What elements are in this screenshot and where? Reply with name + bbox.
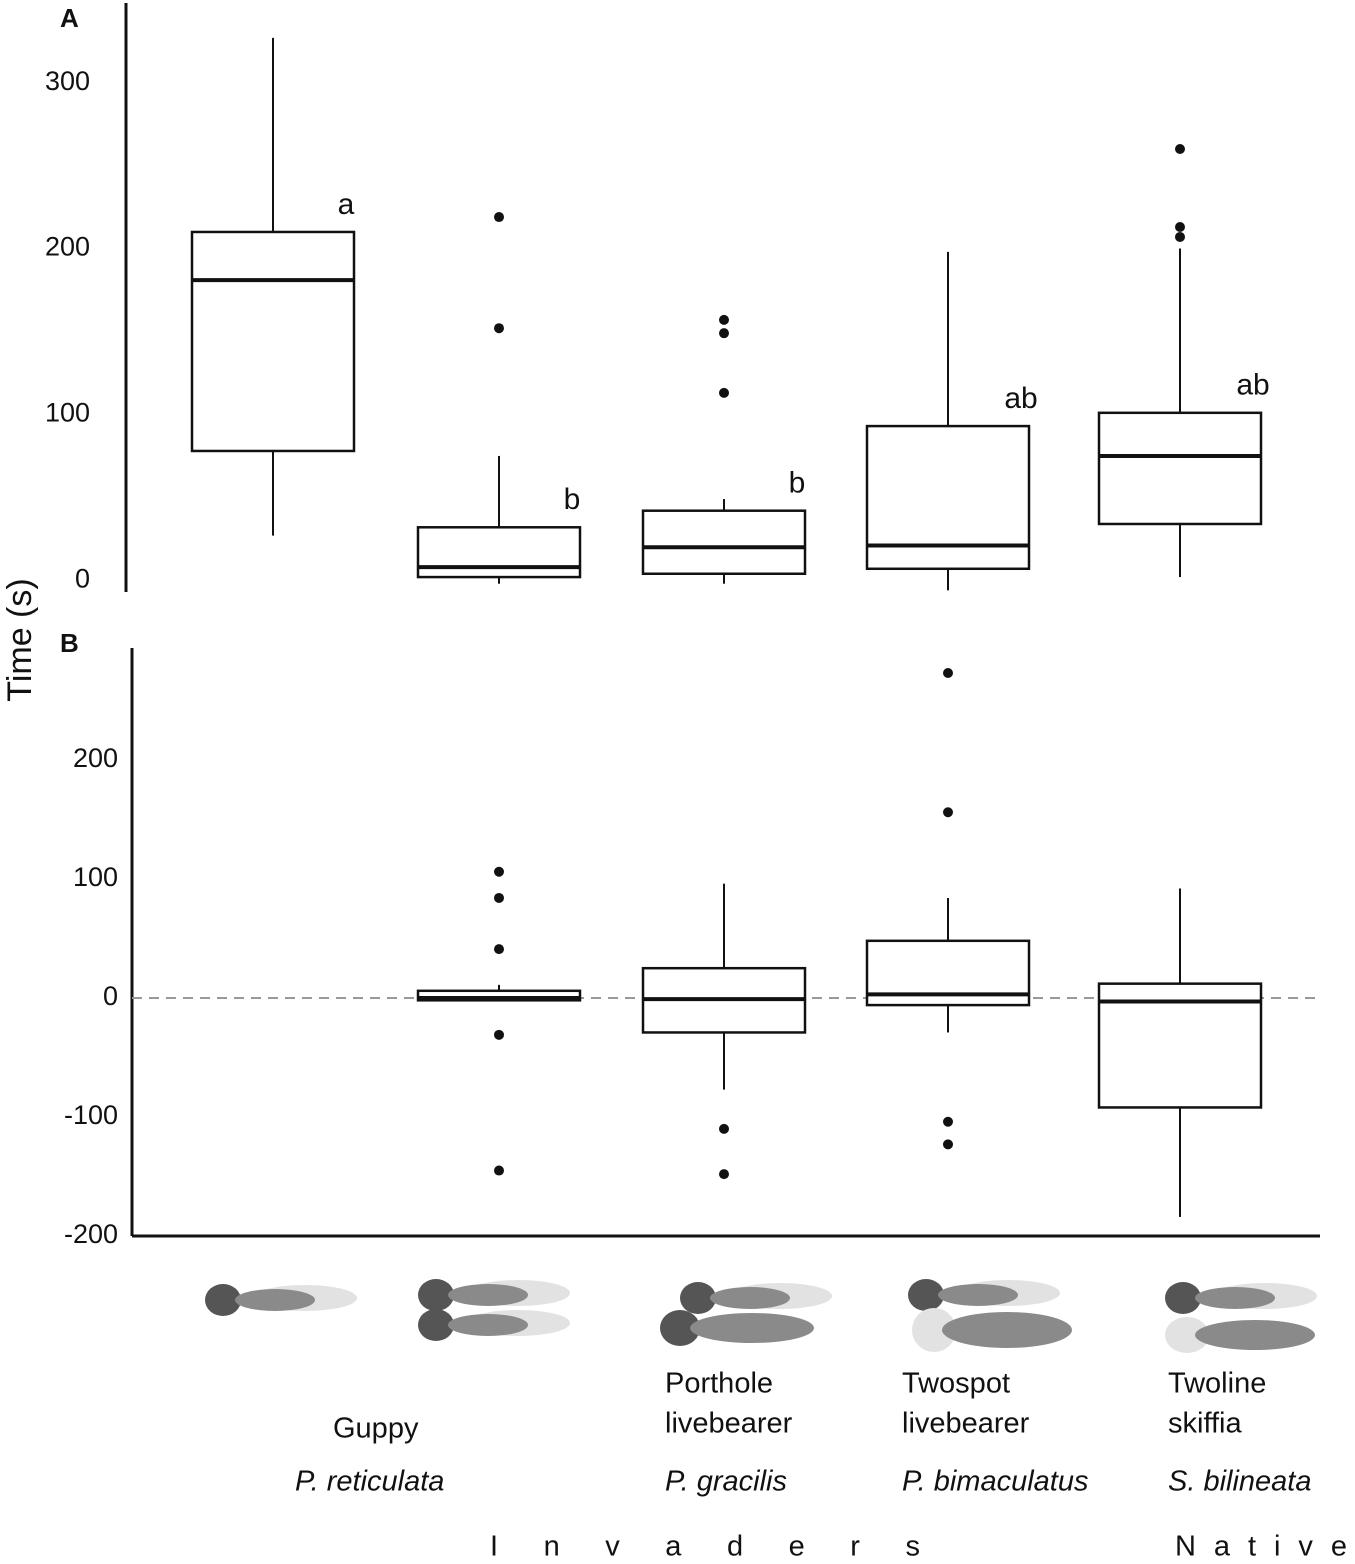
outlier xyxy=(719,328,729,339)
outlier xyxy=(1175,221,1185,232)
outlier xyxy=(1175,144,1185,155)
significance-letter: a xyxy=(338,188,355,221)
outlier xyxy=(943,667,953,678)
category-label: livebearer xyxy=(665,1408,793,1440)
group-label: Native xyxy=(1175,1531,1347,1563)
significance-letter: ab xyxy=(1004,382,1037,415)
outlier xyxy=(719,314,729,325)
outlier xyxy=(943,807,953,818)
y-tick-label: 0 xyxy=(103,981,118,1011)
box xyxy=(1097,982,1263,1109)
species-label: P. gracilis xyxy=(665,1466,787,1498)
significance-letter: b xyxy=(564,483,581,516)
category-label: Guppy xyxy=(333,1413,419,1445)
outlier xyxy=(719,1123,729,1134)
box xyxy=(641,509,807,575)
y-tick-label: -200 xyxy=(64,1219,118,1249)
y-tick-label: 200 xyxy=(45,232,90,262)
species-label: P. reticulata xyxy=(295,1466,444,1498)
significance-letter: b xyxy=(789,467,806,500)
category-label: Twospot xyxy=(902,1368,1010,1400)
outlier xyxy=(719,1169,729,1180)
category-label: livebearer xyxy=(902,1408,1030,1440)
panel-label: A xyxy=(60,3,79,33)
box xyxy=(416,989,582,1002)
outlier xyxy=(494,1165,504,1176)
y-tick-label: 300 xyxy=(45,66,90,96)
outlier xyxy=(494,323,504,334)
y-tick-label: 100 xyxy=(45,398,90,428)
outlier xyxy=(494,866,504,877)
box xyxy=(1097,411,1263,526)
outlier xyxy=(494,1029,504,1040)
category-label: Porthole xyxy=(665,1368,773,1400)
species-label: S. bilineata xyxy=(1168,1466,1312,1498)
outlier xyxy=(494,212,504,223)
box xyxy=(416,526,582,579)
category-label: Twoline xyxy=(1168,1368,1266,1400)
y-axis-label: Time (s) xyxy=(1,578,39,701)
fish-icons xyxy=(205,1279,1317,1353)
outlier xyxy=(943,1116,953,1127)
outlier xyxy=(943,1139,953,1150)
outlier xyxy=(494,944,504,955)
species-label: P. bimaculatus xyxy=(902,1466,1088,1498)
outlier xyxy=(1175,231,1185,242)
panel-label: B xyxy=(60,628,79,658)
y-tick-label: 0 xyxy=(75,564,90,594)
y-tick-label: -100 xyxy=(64,1100,118,1130)
outlier xyxy=(719,387,729,398)
outlier xyxy=(494,892,504,903)
y-tick-label: 200 xyxy=(73,743,118,773)
significance-letter: ab xyxy=(1236,369,1269,402)
box xyxy=(190,230,356,453)
y-tick-label: 100 xyxy=(73,862,118,892)
category-label: skiffia xyxy=(1168,1408,1242,1440)
group-label: Invaders xyxy=(490,1531,920,1563)
